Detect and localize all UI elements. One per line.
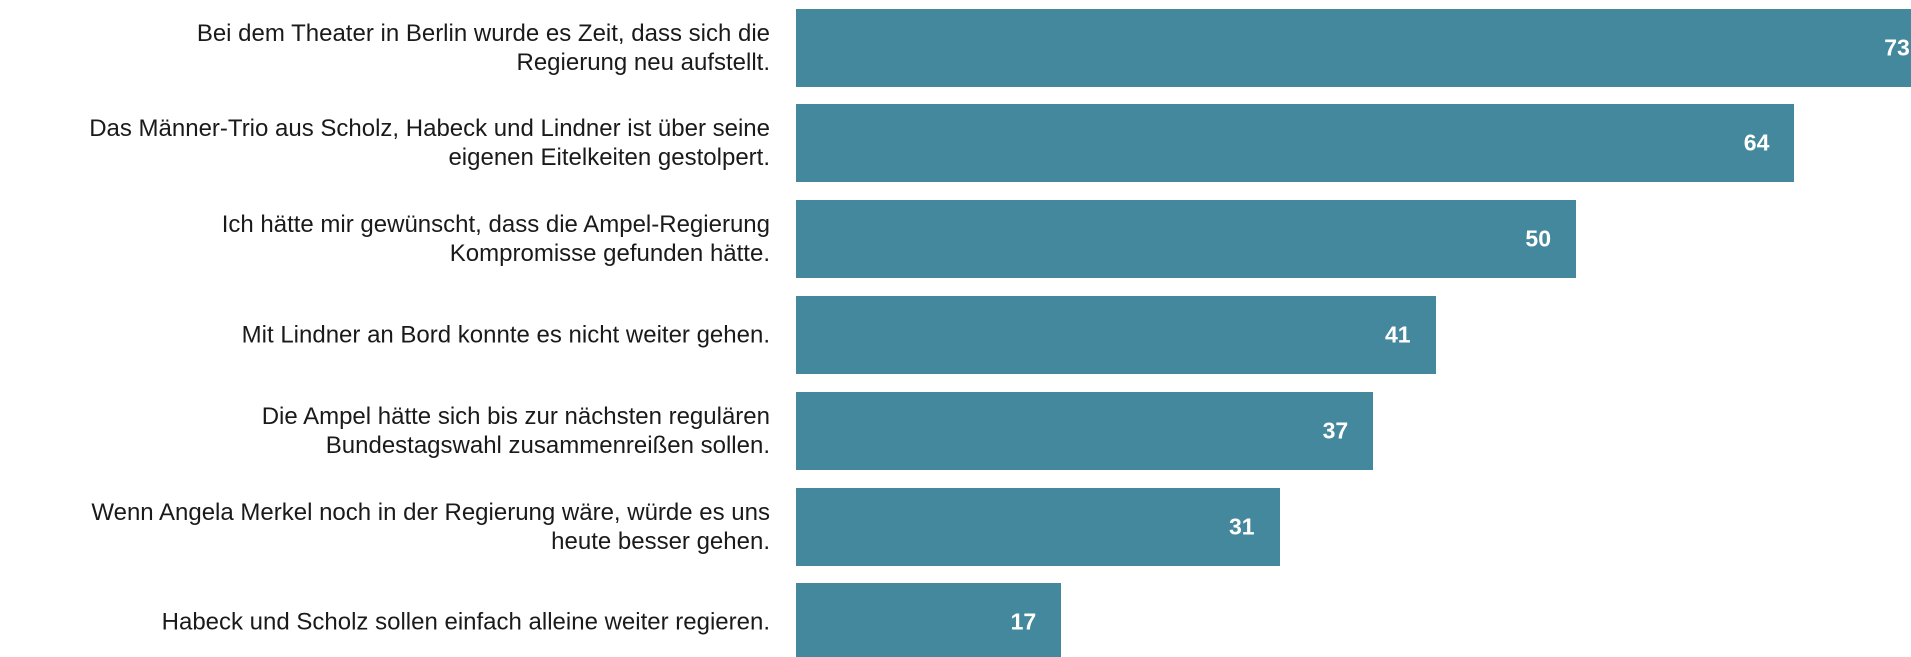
category-label: Habeck und Scholz sollen einfach alleine…	[161, 608, 770, 636]
bar	[796, 104, 1795, 183]
category-label: Ich hätte mir gewünscht, dass die Ampel-…	[221, 211, 770, 268]
bar	[796, 200, 1576, 279]
value-label: 50	[1525, 225, 1551, 252]
value-label: 41	[1385, 321, 1411, 348]
bar	[796, 295, 1436, 374]
value-label: 64	[1743, 129, 1770, 156]
value-label: 37	[1322, 417, 1349, 444]
value-label: 31	[1229, 513, 1255, 539]
bar	[796, 487, 1280, 566]
category-label: Das Männer-Trio aus Scholz, Habeck und L…	[89, 115, 770, 172]
category-label: Die Ampel hätte sich bis zur nächsten re…	[261, 402, 770, 459]
category-label: Bei dem Theater in Berlin wurde es Zeit,…	[196, 19, 770, 76]
value-label: 17	[1010, 608, 1037, 635]
bar	[796, 583, 1062, 657]
category-label: Wenn Angela Merkel noch in der Regierung…	[91, 498, 770, 555]
category-label: Mit Lindner an Bord konnte es nicht weit…	[241, 321, 770, 349]
bar	[796, 8, 1911, 87]
value-label: 73	[1884, 34, 1910, 60]
bar	[796, 391, 1374, 470]
